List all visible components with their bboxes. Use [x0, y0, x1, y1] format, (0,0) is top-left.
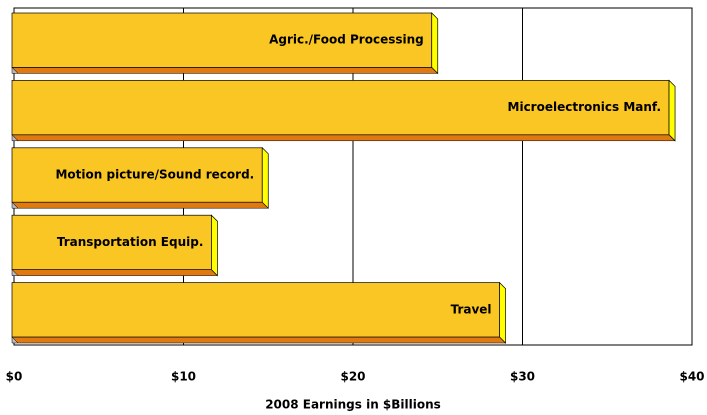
bar-end: [11, 336, 19, 344]
x-tick-label: $0: [6, 370, 23, 384]
x-tick-label: $20: [340, 370, 365, 384]
bar-side: [431, 12, 439, 75]
bar-bottom: [11, 134, 676, 142]
bar-label: Transportation Equip.: [57, 235, 204, 249]
bar-side: [261, 146, 269, 210]
bar-label: Agric./Food Processing: [269, 33, 424, 47]
bar-label: Microelectronics Manf.: [508, 100, 662, 114]
x-tick-label: $10: [171, 370, 196, 384]
x-tick-label: $40: [679, 370, 704, 384]
bar: [11, 12, 433, 68]
bar: [11, 214, 212, 270]
bar-end: [11, 134, 19, 142]
x-tick-label: $30: [510, 370, 535, 384]
bar-bottom: [11, 201, 269, 209]
bar: [11, 147, 263, 203]
bar-label: Travel: [451, 302, 492, 316]
bar-end: [11, 66, 19, 74]
bar: [11, 282, 500, 338]
bar-bottom: [11, 269, 219, 276]
bar-bottom: [11, 336, 507, 344]
bar-end: [11, 201, 19, 209]
x-axis-title: 2008 Earnings in $Billions: [265, 398, 441, 412]
bar-label: Motion picture/Sound record.: [55, 168, 254, 182]
bar-side: [668, 79, 676, 142]
bar-bottom: [11, 67, 439, 74]
bar-side: [499, 281, 506, 344]
bar-side: [211, 214, 218, 277]
bar-end: [11, 268, 19, 276]
